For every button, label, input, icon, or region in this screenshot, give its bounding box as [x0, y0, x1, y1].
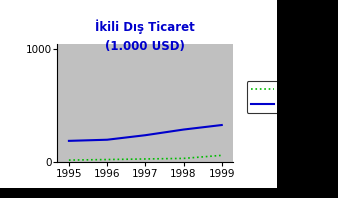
Text: (1.000 USD): (1.000 USD): [105, 40, 185, 53]
Text: İkili Dış Ticaret: İkili Dış Ticaret: [95, 20, 195, 34]
Legend: İhracal, İthalal: İhracal, İthalal: [246, 81, 316, 113]
